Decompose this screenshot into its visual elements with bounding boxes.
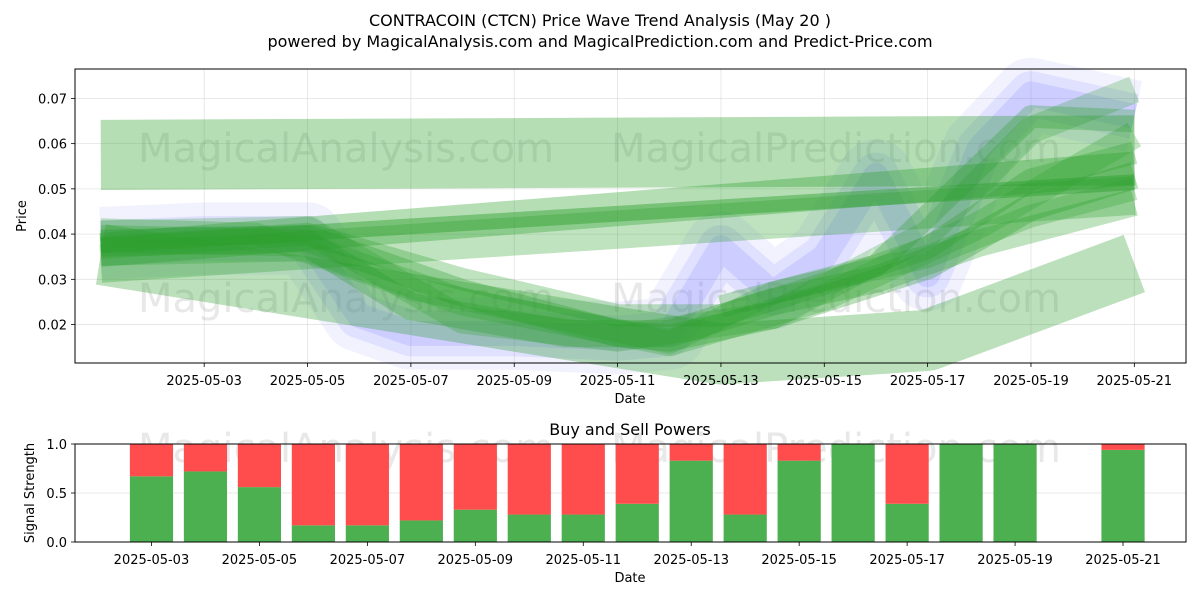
price-y-tick-label: 0.02 [38,319,67,334]
sell-bar [777,444,821,461]
price-x-tick-label: 2025-05-05 [270,374,346,389]
price-panel: 2025-05-03 2025-05-05 2025-05-07 2025-05-09… [15,57,1187,407]
price-x-tick-label: 2025-05-11 [580,374,656,389]
wave-band [718,105,1135,318]
price-y-axis-label: Price [15,200,30,232]
buy-bar [291,525,335,542]
price-x-tick-label: 2025-05-13 [683,374,759,389]
price-grid [75,69,1186,363]
wave-band [100,174,1135,254]
sell-bar [183,444,228,472]
buy-bar [453,509,497,542]
price-x-tick-label: 2025-05-09 [476,374,552,389]
buy-bar [993,444,1037,542]
sell-bar [237,444,282,488]
wave-band [99,151,1136,267]
power-x-tick-label: 2025-05-15 [761,553,837,568]
sell-bar [345,444,389,526]
sell-bar [615,444,659,504]
price-y-ticks: 0.02 0.03 0.04 0.05 0.06 0.07 [38,92,75,334]
price-wave-bands [95,57,1145,385]
power-x-tick-label: 2025-05-17 [869,553,945,568]
sell-bar [291,444,335,526]
wave-band [100,162,1139,352]
chart-title: CONTRACOIN (CTCN) Price Wave Trend Analy… [369,11,831,30]
price-x-ticks: 2025-05-03 2025-05-05 2025-05-07 2025-05-09… [166,363,1172,389]
sell-bar [399,444,443,521]
price-x-tick-label: 2025-05-03 [166,374,242,389]
power-x-ticks: 2025-05-03 2025-05-05 2025-05-07 2025-05-09… [114,542,1161,568]
watermark-analysis-top: MagicalAnalysis.com [138,126,554,172]
buy-bar [129,476,174,542]
wave-band [100,122,1142,357]
wave-band [100,115,1135,190]
sell-bar [129,444,174,477]
price-x-tick-label: 2025-05-17 [890,374,966,389]
sell-bar [885,444,929,504]
price-y-tick-label: 0.06 [38,138,67,153]
price-path-band [100,81,1137,351]
power-x-tick-label: 2025-05-03 [114,553,190,568]
price-x-tick-label: 2025-05-15 [786,374,862,389]
power-x-tick-label: 2025-05-21 [1085,553,1161,568]
sell-bar [561,444,605,515]
price-y-tick-label: 0.05 [38,183,67,198]
price-x-tick-label: 2025-05-07 [373,374,449,389]
power-y-axis-label: Signal Strength [23,443,38,543]
buy-bar [399,520,443,542]
price-y-tick-label: 0.04 [38,228,67,243]
wave-band [100,177,1138,354]
buy-bar [831,444,875,542]
price-x-tick-label: 2025-05-19 [993,374,1069,389]
power-x-tick-label: 2025-05-09 [438,553,514,568]
buy-bar [723,514,767,542]
buy-bar [777,460,821,542]
price-x-axis-label: Date [614,392,645,407]
power-x-tick-label: 2025-05-19 [977,553,1053,568]
sell-bar [507,444,551,515]
power-y-ticks: 0.0 0.5 1.0 [46,438,75,551]
price-path-band [99,57,1143,375]
price-y-tick-label: 0.07 [38,92,67,107]
power-bars [129,444,1145,542]
buy-bar [345,525,389,542]
power-x-tick-label: 2025-05-07 [330,553,406,568]
wave-band [99,176,1136,283]
sell-bar [1101,444,1145,450]
wave-band [100,76,1140,352]
power-x-tick-label: 2025-05-13 [653,553,729,568]
wave-band [100,189,1138,348]
buy-bar [183,471,228,542]
price-y-tick-label: 0.03 [38,273,67,288]
power-y-tick-label: 0.0 [46,536,67,551]
sell-bar [723,444,767,515]
wave-band [95,224,1145,385]
price-x-tick-label: 2025-05-21 [1097,374,1173,389]
buy-bar [939,444,983,542]
power-panel-title: Buy and Sell Powers [549,420,711,439]
price-path-band [99,71,1140,361]
buy-bar [507,514,551,542]
watermark-analysis-bottom: MagicalAnalysis.com [138,276,554,322]
buy-bar [669,460,713,542]
sell-bar [453,444,497,510]
power-x-axis-label: Date [614,571,645,586]
buy-bar [237,487,282,542]
power-x-tick-label: 2025-05-11 [545,553,621,568]
chart-subtitle: powered by MagicalAnalysis.com and Magic… [267,32,932,51]
buy-bar [885,503,929,542]
price-panel-frame [74,68,1187,364]
watermark-prediction-bottom: MagicalPrediction.com [611,276,1061,322]
buy-bar [561,514,605,542]
sell-bar [669,444,713,461]
power-x-tick-label: 2025-05-05 [222,553,298,568]
power-y-tick-label: 0.5 [46,487,67,502]
power-panel: Buy and Sell Powers 2025-05-03 2025-05-05… [23,420,1187,586]
wave-band [100,141,1138,327]
watermark-prediction-top: MagicalPrediction.com [611,126,1061,172]
buy-bar [1101,449,1145,542]
buy-bar [615,503,659,542]
power-y-tick-label: 1.0 [46,438,67,453]
